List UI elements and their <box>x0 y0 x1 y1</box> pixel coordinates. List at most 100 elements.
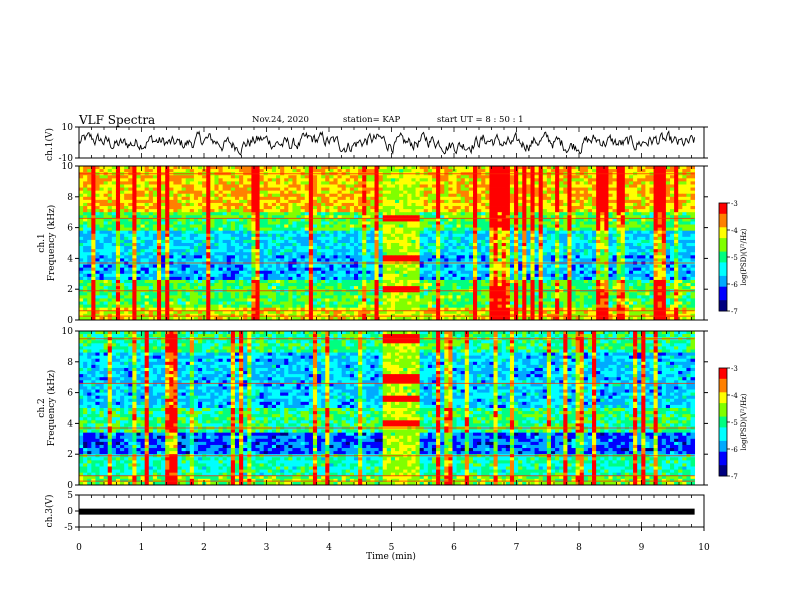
spectrogram-cell <box>284 258 289 262</box>
spectrogram-cell <box>407 249 412 253</box>
spectrogram-cell <box>542 178 548 182</box>
spectrogram-cell <box>575 196 581 201</box>
spectrogram-cell <box>280 169 285 173</box>
spectrogram-cell <box>366 230 371 235</box>
spectrogram-cell <box>653 230 659 235</box>
spectrogram-cell <box>509 199 515 204</box>
spectrogram-cell <box>259 199 265 204</box>
spectrogram-cell <box>407 258 412 262</box>
spectrogram-cell <box>583 190 589 195</box>
spectrogram-cell <box>600 230 605 235</box>
spectrogram-cell <box>161 187 166 192</box>
spectrogram-cell <box>571 249 576 253</box>
spectrogram-cell <box>144 243 150 247</box>
spectrogram-cell <box>243 224 248 228</box>
spectrogram-cell <box>661 252 667 256</box>
spectrogram-cell <box>567 206 572 210</box>
spectrogram-cell <box>678 239 683 244</box>
spectrogram-cell <box>358 181 363 185</box>
spectrogram-cell <box>497 243 503 247</box>
spectrogram-cell <box>395 215 400 219</box>
spectrogram-cell <box>596 178 601 182</box>
spectrogram-cell <box>263 249 269 253</box>
spectrogram-cell <box>312 190 318 195</box>
spectrogram-cell <box>600 221 605 225</box>
spectrogram-cell <box>509 249 515 253</box>
spectrogram-cell <box>587 224 593 228</box>
spectrogram-cell <box>526 175 531 179</box>
spectrogram-cell <box>304 212 310 216</box>
spectrogram-cell <box>230 181 236 185</box>
spectrogram-cell <box>641 212 646 216</box>
spectrogram-cell <box>518 252 523 256</box>
spectrogram-cell <box>177 169 182 173</box>
spectrogram-cell <box>161 246 166 250</box>
spectrogram-cell <box>575 255 581 259</box>
spectrogram-cell <box>333 249 338 253</box>
spectrogram-cell <box>682 215 687 219</box>
spectrogram-cell <box>325 249 330 253</box>
spectrogram-cell <box>99 233 105 238</box>
spectrogram-cell <box>115 206 121 210</box>
spectrogram-cell <box>312 236 318 241</box>
spectrogram-cell <box>485 239 490 244</box>
spectrogram-cell <box>165 243 170 247</box>
spectrogram-cell <box>661 236 667 241</box>
spectrogram-cell <box>120 233 125 238</box>
spectrogram-cell <box>431 249 437 253</box>
spectrogram-cell <box>382 249 388 253</box>
spectrogram-cell <box>505 258 511 262</box>
spectrogram-cell <box>189 224 195 228</box>
spectrogram-cell <box>448 239 453 244</box>
spectrogram-cell <box>682 227 687 232</box>
spectrogram-cell <box>165 236 170 241</box>
spectrogram-cell <box>193 202 199 207</box>
spectrogram-cell <box>234 169 240 173</box>
spectrogram-cell <box>87 246 92 250</box>
spectrogram-cell <box>538 224 544 228</box>
spectrogram-cell <box>370 224 375 228</box>
spectrogram-cell <box>370 181 375 185</box>
spectrogram-cell <box>115 252 121 256</box>
spectrogram-cell <box>600 246 605 250</box>
spectrogram-cell <box>325 233 330 238</box>
spectrogram-cell <box>337 181 343 185</box>
spectrogram-cell <box>444 175 449 179</box>
spectrogram-cell <box>103 209 109 213</box>
spectrogram-cell <box>103 243 109 247</box>
spectrogram-cell <box>411 181 416 185</box>
spectrogram-cell <box>440 227 445 232</box>
spectrogram-cell <box>616 255 622 259</box>
spectrogram-cell <box>214 212 219 216</box>
spectrogram-cell <box>333 212 338 216</box>
spectrogram-cell <box>464 243 470 247</box>
spectrogram-cell <box>251 190 256 195</box>
spectrogram-cell <box>436 190 441 195</box>
spectrogram-cell <box>156 169 162 173</box>
spectrogram-cell <box>321 215 326 219</box>
spectrogram-cell <box>670 233 675 238</box>
spectrogram-cell <box>280 239 285 244</box>
spectrogram-cell <box>140 243 146 247</box>
spectrogram-cell <box>563 178 568 182</box>
spectrogram-cell <box>156 181 162 185</box>
spectrogram-cell <box>407 243 412 247</box>
spectrogram-cell <box>427 258 433 262</box>
spectrogram-cell <box>509 239 515 244</box>
spectrogram-cell <box>514 258 519 262</box>
spectrogram-cell <box>247 169 252 173</box>
spectrogram-cell <box>411 206 416 210</box>
spectrogram-cell <box>181 181 187 185</box>
spectrogram-cell <box>489 243 494 247</box>
spectrogram-cell <box>120 215 125 219</box>
spectrogram-cell <box>128 239 133 244</box>
spectrogram-cell <box>567 175 572 179</box>
spectrogram-cell <box>628 166 634 170</box>
spectrogram-cell <box>604 181 609 185</box>
spectrogram-cell <box>136 233 141 238</box>
spectrogram-cell <box>608 239 613 244</box>
spectrogram-cell <box>657 212 663 216</box>
spectrogram-cell <box>206 255 211 259</box>
spectrogram-cell <box>690 190 696 195</box>
spectrogram-cell <box>345 212 351 216</box>
